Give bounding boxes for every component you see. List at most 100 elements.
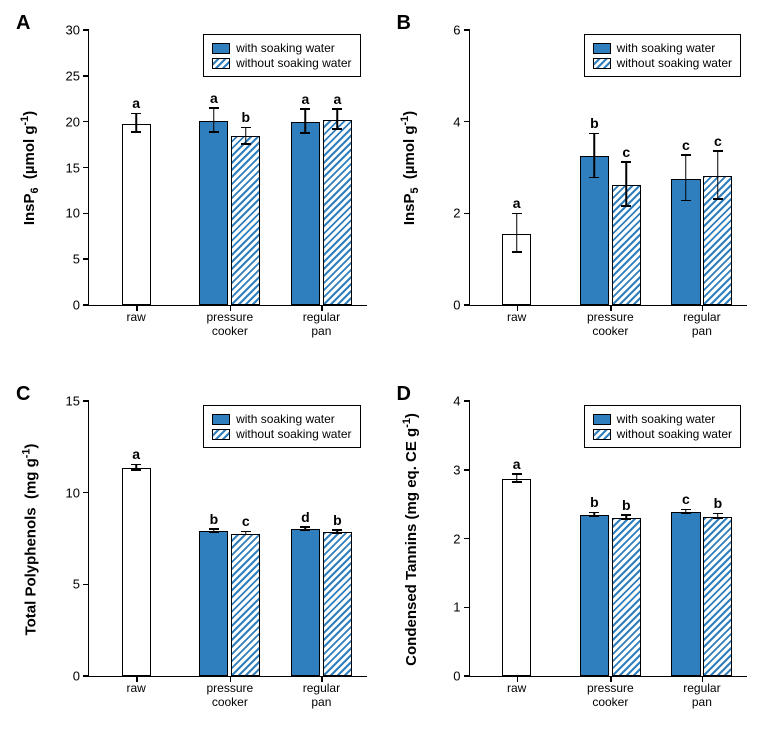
panel-B: B InsP5 (µmol g-1) with soaking water wi… — [391, 10, 758, 361]
legend-label-without: without soaking water — [617, 56, 732, 70]
y-axis-title-text: InsP5 (µmol g-1) — [400, 111, 422, 225]
errorbar — [626, 163, 628, 207]
sig-label: b — [622, 497, 631, 513]
legend-row-with: with soaking water — [212, 41, 351, 55]
errorbar-cap — [713, 517, 723, 519]
errorbar-cap — [131, 113, 141, 115]
errorbar — [337, 110, 339, 130]
errorbar-cap — [241, 143, 251, 145]
legend-row-without: without soaking water — [212, 56, 351, 70]
legend-swatch-without — [593, 58, 611, 69]
errorbar-cap — [512, 481, 522, 483]
bar-raw — [502, 479, 531, 676]
y-tick-label: 1 — [453, 600, 469, 615]
bar-pc_without — [231, 534, 260, 676]
bar-rp_without — [323, 120, 352, 305]
panel-A: A InsP6 (µmol g-1) with soaking water wi… — [10, 10, 377, 361]
errorbar-cap — [621, 205, 631, 207]
legend-swatch-with — [593, 414, 611, 425]
y-tick-label: 15 — [66, 160, 89, 175]
sig-label: b — [590, 494, 599, 510]
legend-label-with: with soaking water — [236, 412, 335, 426]
y-tick-label: 4 — [453, 114, 469, 129]
plot-area-A: with soaking water without soaking water… — [88, 30, 367, 306]
errorbar — [213, 109, 215, 133]
sig-label: b — [242, 109, 251, 125]
errorbar-cap — [209, 531, 219, 533]
y-tick-label: 2 — [453, 531, 469, 546]
y-tick-label: 10 — [66, 485, 89, 500]
errorbar-cap — [713, 150, 723, 152]
legend-label-without: without soaking water — [617, 427, 732, 441]
legend-label-with: with soaking water — [617, 41, 716, 55]
x-tick-label: regularpan — [683, 682, 720, 710]
errorbar-cap — [209, 131, 219, 133]
errorbar-cap — [681, 509, 691, 511]
bar-pc_without — [231, 136, 260, 305]
y-axis-title: InsP5 (µmol g-1) — [391, 30, 431, 306]
errorbar — [305, 110, 307, 134]
plot-area-C: with soaking water without soaking water… — [88, 401, 367, 677]
y-axis-title-text: Condensed Tannins (mg eq. CE g-1) — [401, 413, 420, 666]
panel-C: C Total Polyphenols (mg g-1) with soakin… — [10, 381, 377, 732]
bar-rp_with — [291, 122, 320, 305]
bar-rp_without — [323, 532, 352, 676]
sig-label: b — [333, 512, 342, 528]
sig-label: a — [513, 195, 521, 211]
errorbar-cap — [241, 127, 251, 129]
errorbar-cap — [131, 469, 141, 471]
y-tick-label: 15 — [66, 394, 89, 409]
y-tick-label: 0 — [73, 298, 89, 313]
y-tick-label: 20 — [66, 114, 89, 129]
x-tick-label: pressurecooker — [206, 682, 253, 710]
x-tick-label: regularpan — [683, 311, 720, 339]
errorbar-cap — [300, 529, 310, 531]
errorbar-cap — [713, 198, 723, 200]
sig-label: c — [682, 491, 690, 507]
bar-pc_with — [199, 121, 228, 305]
y-tick-label: 30 — [66, 23, 89, 38]
x-tick-label: pressurecooker — [587, 682, 634, 710]
panel-D: D Condensed Tannins (mg eq. CE g-1) with… — [391, 381, 758, 732]
y-tick-label: 4 — [453, 394, 469, 409]
bar-rp_with — [671, 512, 700, 676]
errorbar-cap — [332, 532, 342, 534]
bar-pc_with — [199, 531, 228, 676]
legend-swatch-with — [212, 414, 230, 425]
x-tick-label: regularpan — [303, 682, 340, 710]
y-tick-label: 5 — [73, 252, 89, 267]
sig-label: a — [132, 446, 140, 462]
errorbar-cap — [512, 213, 522, 215]
y-axis-title: Condensed Tannins (mg eq. CE g-1) — [391, 401, 431, 677]
legend-swatch-without — [593, 429, 611, 440]
y-axis-title-text: Total Polyphenols (mg g-1) — [21, 443, 40, 635]
legend-swatch-with — [593, 43, 611, 54]
errorbar-cap — [589, 177, 599, 179]
errorbar-cap — [300, 526, 310, 528]
sig-label: a — [210, 90, 218, 106]
figure-grid: A InsP6 (µmol g-1) with soaking water wi… — [0, 0, 767, 742]
y-tick-label: 0 — [453, 669, 469, 684]
errorbar-cap — [512, 473, 522, 475]
errorbar-cap — [241, 531, 251, 533]
sig-label: c — [242, 513, 250, 529]
legend-swatch-without — [212, 58, 230, 69]
legend-label-with: with soaking water — [617, 412, 716, 426]
y-tick-label: 25 — [66, 68, 89, 83]
y-tick-label: 10 — [66, 206, 89, 221]
errorbar-cap — [209, 107, 219, 109]
errorbar-cap — [589, 133, 599, 135]
errorbar-cap — [621, 518, 631, 520]
y-axis-title: Total Polyphenols (mg g-1) — [10, 401, 50, 677]
y-tick-label: 6 — [453, 23, 469, 38]
bar-rp_without — [703, 517, 732, 677]
plot-area-D: with soaking water without soaking water… — [469, 401, 748, 677]
errorbar-cap — [332, 128, 342, 130]
sig-label: c — [714, 133, 722, 149]
errorbar-cap — [300, 108, 310, 110]
errorbar — [135, 114, 137, 132]
errorbar-cap — [512, 251, 522, 253]
y-tick-label: 0 — [73, 669, 89, 684]
x-tick-label: raw — [127, 682, 146, 696]
errorbar-cap — [589, 516, 599, 518]
